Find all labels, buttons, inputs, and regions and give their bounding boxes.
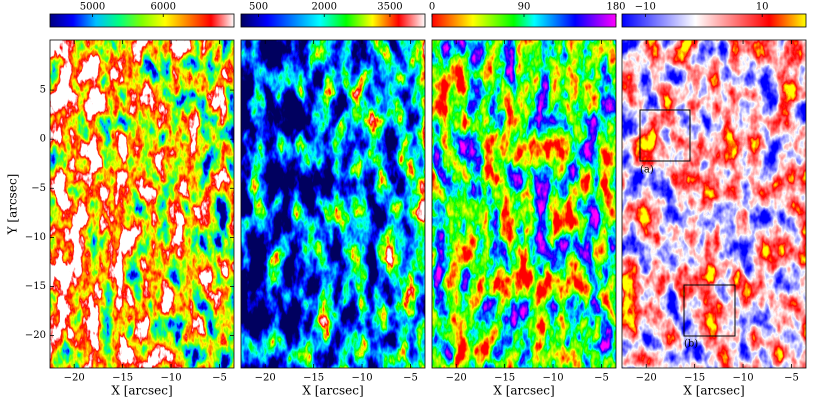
axes-frame	[431, 39, 617, 369]
axes-frame	[49, 39, 235, 369]
x-tick-label: −10	[351, 373, 372, 384]
y-axis-label: Y [arcsec]	[6, 174, 20, 236]
x-tick-label: −20	[255, 373, 276, 384]
x-tick-label: −5	[784, 373, 799, 384]
colorbar-tick-label: 500	[249, 2, 268, 13]
axes-frame	[240, 39, 426, 369]
x-axis-label: X [arcsec]	[302, 384, 363, 398]
map-image	[432, 40, 616, 368]
x-axis-label: X [arcsec]	[493, 384, 554, 398]
x-tick-label: −5	[212, 373, 227, 384]
colorbar-tick-label: 6000	[151, 2, 176, 13]
x-tick-label: −20	[636, 373, 657, 384]
y-tick-label: 0	[40, 134, 46, 145]
x-axis-label: X [arcsec]	[683, 384, 744, 398]
y-tick-label: −5	[31, 183, 46, 194]
colorbar-tick-label: 3500	[377, 2, 402, 13]
colorbar-tick-label: 0	[429, 2, 435, 13]
x-tick-label: −20	[64, 373, 85, 384]
map-image	[622, 40, 806, 368]
colorbar-tick-label: 180	[606, 2, 625, 13]
x-tick-label: −15	[112, 373, 133, 384]
colorbar	[49, 13, 235, 28]
region-label: (b)	[684, 339, 698, 350]
x-tick-label: −20	[446, 373, 467, 384]
colorbar-tick-label: 5000	[80, 2, 105, 13]
colorbar-tick-label: 2000	[312, 2, 337, 13]
x-axis-label: X [arcsec]	[111, 384, 172, 398]
colorbar-tick-label: 90	[518, 2, 531, 13]
x-tick-label: −5	[403, 373, 418, 384]
axes-frame	[621, 39, 807, 369]
x-tick-label: −15	[684, 373, 705, 384]
colorbar-tick-label: 10	[756, 2, 769, 13]
colorbar	[240, 13, 426, 28]
y-tick-label: −10	[25, 232, 46, 243]
x-tick-label: −15	[303, 373, 324, 384]
y-tick-label: −15	[25, 281, 46, 292]
map-image	[241, 40, 425, 368]
x-tick-label: −10	[160, 373, 181, 384]
x-tick-label: −5	[594, 373, 609, 384]
region-box	[683, 284, 736, 337]
x-tick-label: −10	[542, 373, 563, 384]
y-tick-label: −20	[25, 330, 46, 341]
x-tick-label: −10	[732, 373, 753, 384]
region-label: (a)	[640, 165, 654, 176]
colorbar-tick-label: −10	[635, 2, 656, 13]
y-tick-label: 5	[40, 85, 46, 96]
map-image	[50, 40, 234, 368]
x-tick-label: −15	[494, 373, 515, 384]
colorbar	[621, 13, 807, 28]
region-box	[639, 109, 691, 162]
